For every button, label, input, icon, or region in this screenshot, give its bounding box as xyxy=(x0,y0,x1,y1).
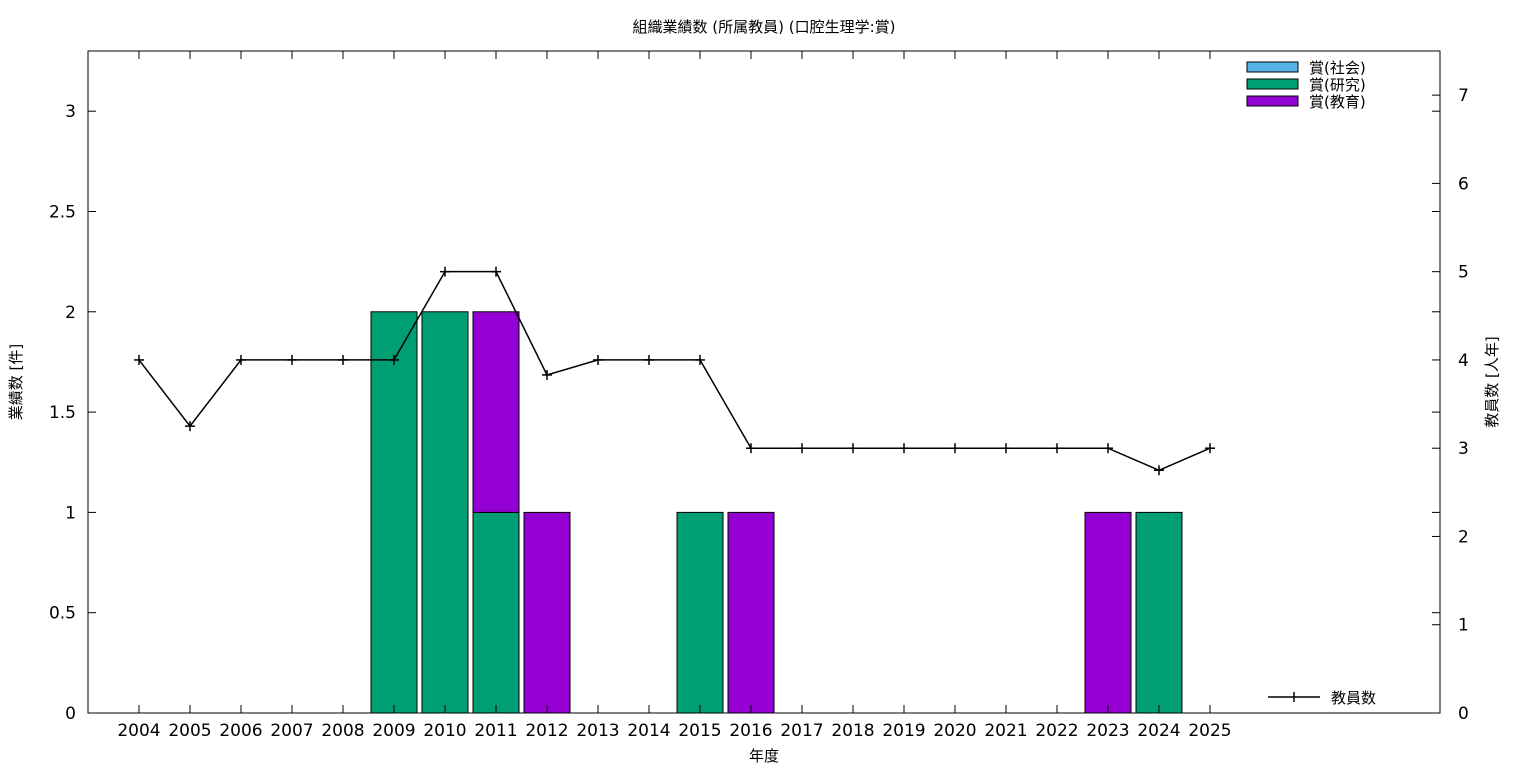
y2-tick-label: 6 xyxy=(1458,174,1469,194)
y2-tick-label: 3 xyxy=(1458,439,1469,459)
line-point-2010 xyxy=(440,266,450,277)
y2-tick-label: 0 xyxy=(1458,704,1469,724)
y-tick-label: 3 xyxy=(65,102,76,122)
x-tick-label: 2014 xyxy=(627,721,670,741)
line-point-2019 xyxy=(899,443,909,454)
chart-title: 組織業績数 (所属教員) (口腔生理学:賞) xyxy=(633,18,896,36)
x-tick-label: 2021 xyxy=(984,721,1027,741)
y2-tick-label: 1 xyxy=(1458,616,1469,636)
x-tick-label: 2007 xyxy=(270,721,313,741)
y-axis-title: 業績数 [件] xyxy=(7,344,25,420)
y-tick-label: 2.5 xyxy=(49,202,76,222)
line-point-2014 xyxy=(644,354,654,365)
legend-label-1: 賞(研究) xyxy=(1309,76,1366,94)
line-point-2012 xyxy=(542,369,552,380)
line-point-2004 xyxy=(134,354,144,365)
x-tick-label: 2008 xyxy=(321,721,364,741)
x-tick-label: 2005 xyxy=(168,721,211,741)
legend-swatch-2 xyxy=(1246,95,1299,107)
bar-2024-series-1 xyxy=(1135,511,1183,714)
legend-swatch-0 xyxy=(1246,61,1299,73)
line-point-2016 xyxy=(746,443,756,454)
line-point-2025 xyxy=(1205,443,1215,454)
line-point-2018 xyxy=(848,443,858,454)
x-tick-label: 2022 xyxy=(1035,721,1078,741)
line-point-2024 xyxy=(1154,465,1164,476)
x-tick-label: 2015 xyxy=(678,721,721,741)
bar-2011-series-2 xyxy=(472,311,520,513)
line-point-2022 xyxy=(1052,443,1062,454)
x-tick-label: 2025 xyxy=(1188,721,1231,741)
line-point-2021 xyxy=(1001,443,1011,454)
x-tick-label: 2009 xyxy=(372,721,415,741)
y-tick-label: 1 xyxy=(65,503,76,523)
y2-axis-title: 教員数 [人年] xyxy=(1483,336,1501,427)
line-point-2011 xyxy=(491,266,501,277)
y-tick-label: 0.5 xyxy=(49,604,76,624)
y-tick-label: 0 xyxy=(65,704,76,724)
bar-2009-series-1 xyxy=(370,311,418,714)
line-point-2020 xyxy=(950,443,960,454)
x-tick-label: 2011 xyxy=(474,721,517,741)
y-tick-label: 2 xyxy=(65,303,76,323)
legend-label-0: 賞(社会) xyxy=(1309,59,1366,77)
line-point-2015 xyxy=(695,354,705,365)
x-tick-label: 2018 xyxy=(831,721,874,741)
y2-tick-label: 5 xyxy=(1458,263,1469,283)
bar-2016-series-2 xyxy=(727,511,775,714)
y2-tick-label: 4 xyxy=(1458,351,1469,371)
x-tick-label: 2010 xyxy=(423,721,466,741)
x-tick-label: 2023 xyxy=(1086,721,1129,741)
x-tick-label: 2006 xyxy=(219,721,262,741)
x-tick-label: 2017 xyxy=(780,721,823,741)
line-layer xyxy=(134,266,1215,476)
line-point-2017 xyxy=(797,443,807,454)
bar-2023-series-2 xyxy=(1084,511,1132,714)
legend: 賞(社会)賞(研究)賞(教育) 教員数 xyxy=(1246,59,1376,707)
plot-frame xyxy=(87,50,1441,714)
y2-tick-label: 7 xyxy=(1458,86,1469,106)
line-point-2008 xyxy=(338,354,348,365)
legend-label-2: 賞(教育) xyxy=(1309,93,1366,111)
y2-tick-label: 2 xyxy=(1458,527,1469,547)
x-tick-label: 2024 xyxy=(1137,721,1180,741)
bar-2011-series-1 xyxy=(472,511,520,714)
legend-label-line: 教員数 xyxy=(1331,689,1376,707)
x-tick-label: 2019 xyxy=(882,721,925,741)
y-tick-label: 1.5 xyxy=(49,403,76,423)
bar-2010-series-1 xyxy=(421,311,469,714)
x-tick-label: 2004 xyxy=(117,721,160,741)
bars-layer xyxy=(370,311,1183,714)
line-point-2007 xyxy=(287,354,297,365)
line-series-faculty-count xyxy=(138,270,1211,472)
x-tick-label: 2020 xyxy=(933,721,976,741)
line-point-2006 xyxy=(236,354,246,365)
x-tick-label: 2012 xyxy=(525,721,568,741)
x-tick-label: 2016 xyxy=(729,721,772,741)
x-axis-title: 年度 xyxy=(749,747,779,765)
bar-2015-series-1 xyxy=(676,511,724,714)
line-point-2013 xyxy=(593,354,603,365)
line-point-2023 xyxy=(1103,443,1113,454)
line-point-2009 xyxy=(389,354,399,365)
axes-layer: 0 0.5 1 1.5 2 2.5 3 0 1 2 3 4 5 6 7 2004 2005 2006 2007 200… xyxy=(49,51,1469,741)
legend-swatch-1 xyxy=(1246,78,1299,90)
line-point-2005 xyxy=(185,421,195,432)
bar-2012-series-2 xyxy=(523,511,571,714)
x-tick-label: 2013 xyxy=(576,721,619,741)
